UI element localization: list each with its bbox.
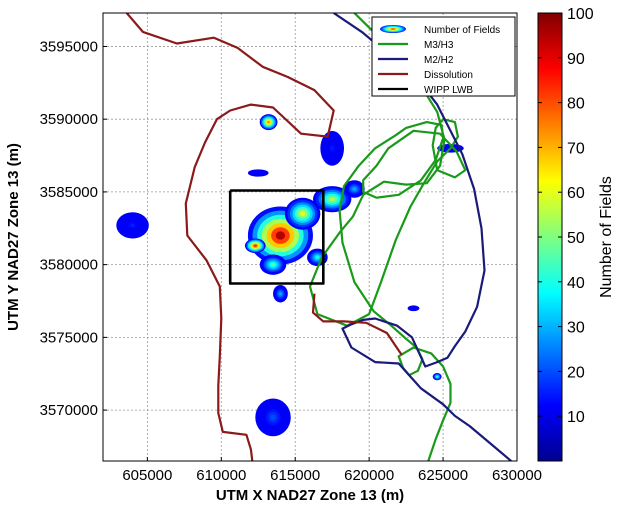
boundary-lines bbox=[125, 13, 512, 461]
y-axis-ticks: 3570000 3575000 3580000 3585000 3590000 35950… bbox=[40, 38, 107, 419]
density-level bbox=[352, 187, 356, 191]
line-wipp-lwb bbox=[228, 189, 325, 285]
density-cluster bbox=[273, 285, 288, 303]
x-tick-label: 615000 bbox=[270, 467, 320, 484]
x-axis-label: UTM X NAD27 Zone 13 (m) bbox=[216, 487, 404, 504]
legend-entry: M2/H2 bbox=[424, 55, 454, 66]
x-axis-ticks: 605000 610000 615000 620000 625000 630000 bbox=[122, 457, 542, 484]
legend-entry: WIPP LWB bbox=[424, 85, 473, 96]
density-cluster bbox=[284, 197, 321, 230]
density-cluster bbox=[259, 254, 287, 275]
colorbar-tick-label: 70 bbox=[567, 140, 585, 157]
density-level bbox=[315, 256, 319, 259]
legend-swatch-density bbox=[380, 25, 406, 33]
colorbar-tick-label: 100 bbox=[567, 6, 594, 23]
line-dissolution bbox=[125, 13, 335, 461]
colorbar-tick-label: 50 bbox=[567, 230, 585, 247]
density-level bbox=[279, 292, 282, 295]
x-tick-label: 630000 bbox=[492, 467, 542, 484]
density-cluster bbox=[307, 248, 328, 267]
density-level bbox=[329, 197, 335, 202]
colorbar-tick-label: 80 bbox=[567, 96, 585, 113]
density-level bbox=[130, 223, 135, 228]
colorbar-tick-label: 20 bbox=[567, 364, 585, 381]
colorbar-tick-label: 90 bbox=[567, 51, 585, 68]
density-level bbox=[256, 172, 260, 174]
density-level bbox=[253, 244, 257, 247]
y-axis-label: UTM Y NAD27 Zone 13 (m) bbox=[5, 143, 22, 331]
density-level bbox=[412, 307, 415, 309]
density-level bbox=[300, 211, 306, 217]
x-tick-label: 625000 bbox=[418, 467, 468, 484]
density-level bbox=[436, 376, 438, 378]
plot-frame bbox=[102, 12, 518, 462]
colorbar-label: Number of Fields bbox=[598, 176, 615, 298]
line-dissolution-2 bbox=[311, 293, 403, 356]
colorbar-tick-label: 60 bbox=[567, 185, 585, 202]
y-tick-label: 3570000 bbox=[40, 402, 98, 419]
legend-entry: Dissolution bbox=[424, 70, 473, 81]
legend-entry: M3/H3 bbox=[424, 40, 454, 51]
density-cluster bbox=[320, 130, 345, 166]
density-cluster bbox=[432, 373, 442, 381]
y-tick-label: 3585000 bbox=[40, 184, 98, 201]
density-level bbox=[271, 263, 275, 267]
density-cluster bbox=[259, 114, 278, 131]
density-cluster bbox=[344, 180, 365, 198]
density-cluster bbox=[247, 169, 269, 177]
x-tick-label: 610000 bbox=[196, 467, 246, 484]
legend-entry: Number of Fields bbox=[424, 25, 500, 36]
density-level bbox=[330, 145, 334, 151]
line-m2-h2 bbox=[333, 13, 512, 461]
legend: Number of Fields M3/H3 M2/H2 Dissolution WIP… bbox=[371, 16, 516, 97]
colorbar-ticks: 10 20 30 40 50 60 70 80 90 100 bbox=[538, 6, 594, 426]
y-tick-label: 3575000 bbox=[40, 329, 98, 346]
colorbar-tick-label: 40 bbox=[567, 275, 585, 292]
colorbar-tick-label: 30 bbox=[567, 320, 585, 337]
y-tick-label: 3580000 bbox=[40, 257, 98, 274]
x-tick-label: 605000 bbox=[122, 467, 172, 484]
density-cluster bbox=[407, 305, 420, 312]
density-cluster bbox=[116, 212, 149, 239]
line-m3-h3 bbox=[308, 13, 467, 461]
density-level bbox=[267, 120, 270, 124]
x-tick-label: 620000 bbox=[344, 467, 394, 484]
y-tick-label: 3590000 bbox=[40, 111, 98, 128]
density-cluster bbox=[244, 238, 266, 254]
y-tick-label: 3595000 bbox=[40, 38, 98, 55]
density-level bbox=[270, 414, 276, 421]
density-cluster bbox=[255, 398, 291, 437]
density-level bbox=[275, 231, 286, 240]
colorbar-tick-label: 10 bbox=[567, 409, 585, 426]
